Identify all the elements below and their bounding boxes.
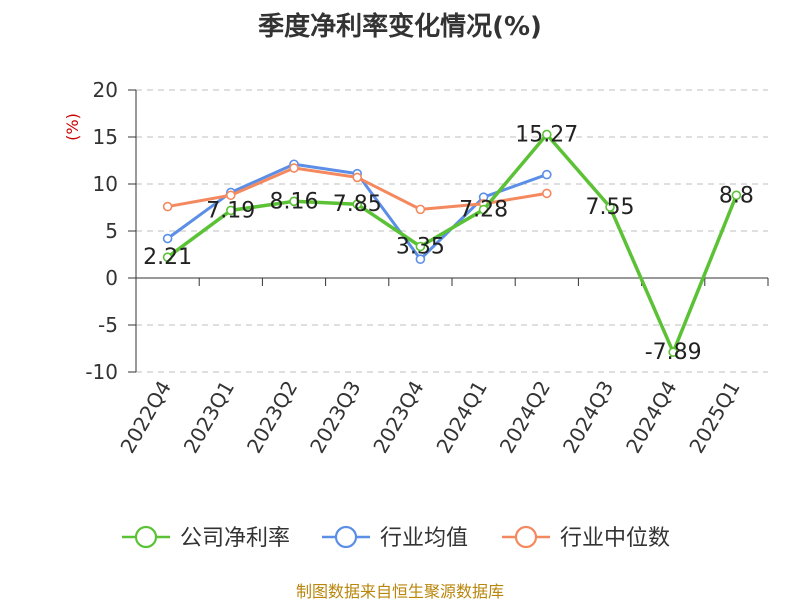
source-note: 制图数据来自恒生聚源数据库: [295, 582, 504, 601]
data-point-0: [162, 252, 173, 263]
legend-entry: 行业中位数: [560, 526, 670, 551]
x-tick-label: 2025Q1: [684, 377, 744, 458]
y-tick-label: -10: [85, 360, 118, 384]
x-tick-label: 2022Q4: [115, 377, 175, 458]
y-tick-label: -5: [98, 313, 118, 337]
x-tick-label: 2024Q2: [495, 377, 555, 458]
data-label: 7.19: [206, 198, 255, 223]
x-tick-label: 2023Q4: [368, 377, 428, 458]
chart-title: 季度净利率变化情况(%): [258, 12, 542, 42]
data-label: 15.27: [515, 122, 578, 147]
x-tick-label: 2023Q3: [305, 377, 365, 458]
data-point-0: [731, 190, 742, 201]
data-label: 8.8: [719, 183, 754, 208]
y-tick-label: 15: [93, 125, 118, 149]
data-label: -7.89: [645, 340, 702, 365]
legend-entry: 行业均值: [380, 526, 468, 551]
data-label: 7.28: [459, 198, 508, 223]
data-point-0: [289, 196, 299, 207]
y-tick-label: 5: [105, 219, 118, 243]
data-label: 2.21: [143, 245, 192, 270]
x-tick-label: 2024Q1: [431, 377, 491, 458]
x-tick-label: 2023Q1: [179, 377, 239, 458]
data-point-1: [541, 169, 552, 180]
legend-entry: 公司净利率: [180, 526, 290, 551]
legend-marker-0: [134, 525, 158, 549]
y-tick-label: 20: [93, 78, 118, 102]
x-tick-label: 2024Q4: [621, 377, 681, 458]
data-point-1: [162, 233, 173, 244]
data-label: 8.16: [270, 189, 319, 214]
data-point-0: [352, 199, 363, 210]
data-point-0: [605, 202, 615, 212]
data-label: 7.55: [586, 195, 635, 220]
data-point-0: [415, 241, 426, 252]
x-tick-label: 2024Q3: [558, 377, 618, 458]
data-point-2: [415, 204, 426, 215]
data-point-0: [541, 129, 552, 140]
data-label: 3.35: [396, 235, 445, 260]
data-label: 7.85: [333, 192, 382, 217]
data-point-2: [352, 172, 363, 183]
data-point-2: [289, 163, 299, 173]
data-point-1: [415, 254, 426, 265]
y-tick-label: 10: [93, 172, 118, 196]
data-point-0: [226, 205, 236, 216]
data-point-0: [478, 204, 489, 215]
data-point-0: [668, 347, 679, 357]
x-tick-label: 2023Q2: [242, 377, 302, 458]
y-axis-label: (%): [63, 113, 82, 141]
data-point-2: [541, 188, 552, 199]
data-point-2: [162, 201, 173, 212]
legend-marker-2: [514, 525, 538, 549]
y-tick-label: 0: [105, 266, 118, 290]
data-point-2: [226, 190, 236, 201]
series-line-0: [166, 132, 739, 354]
legend-marker-1: [334, 525, 358, 549]
